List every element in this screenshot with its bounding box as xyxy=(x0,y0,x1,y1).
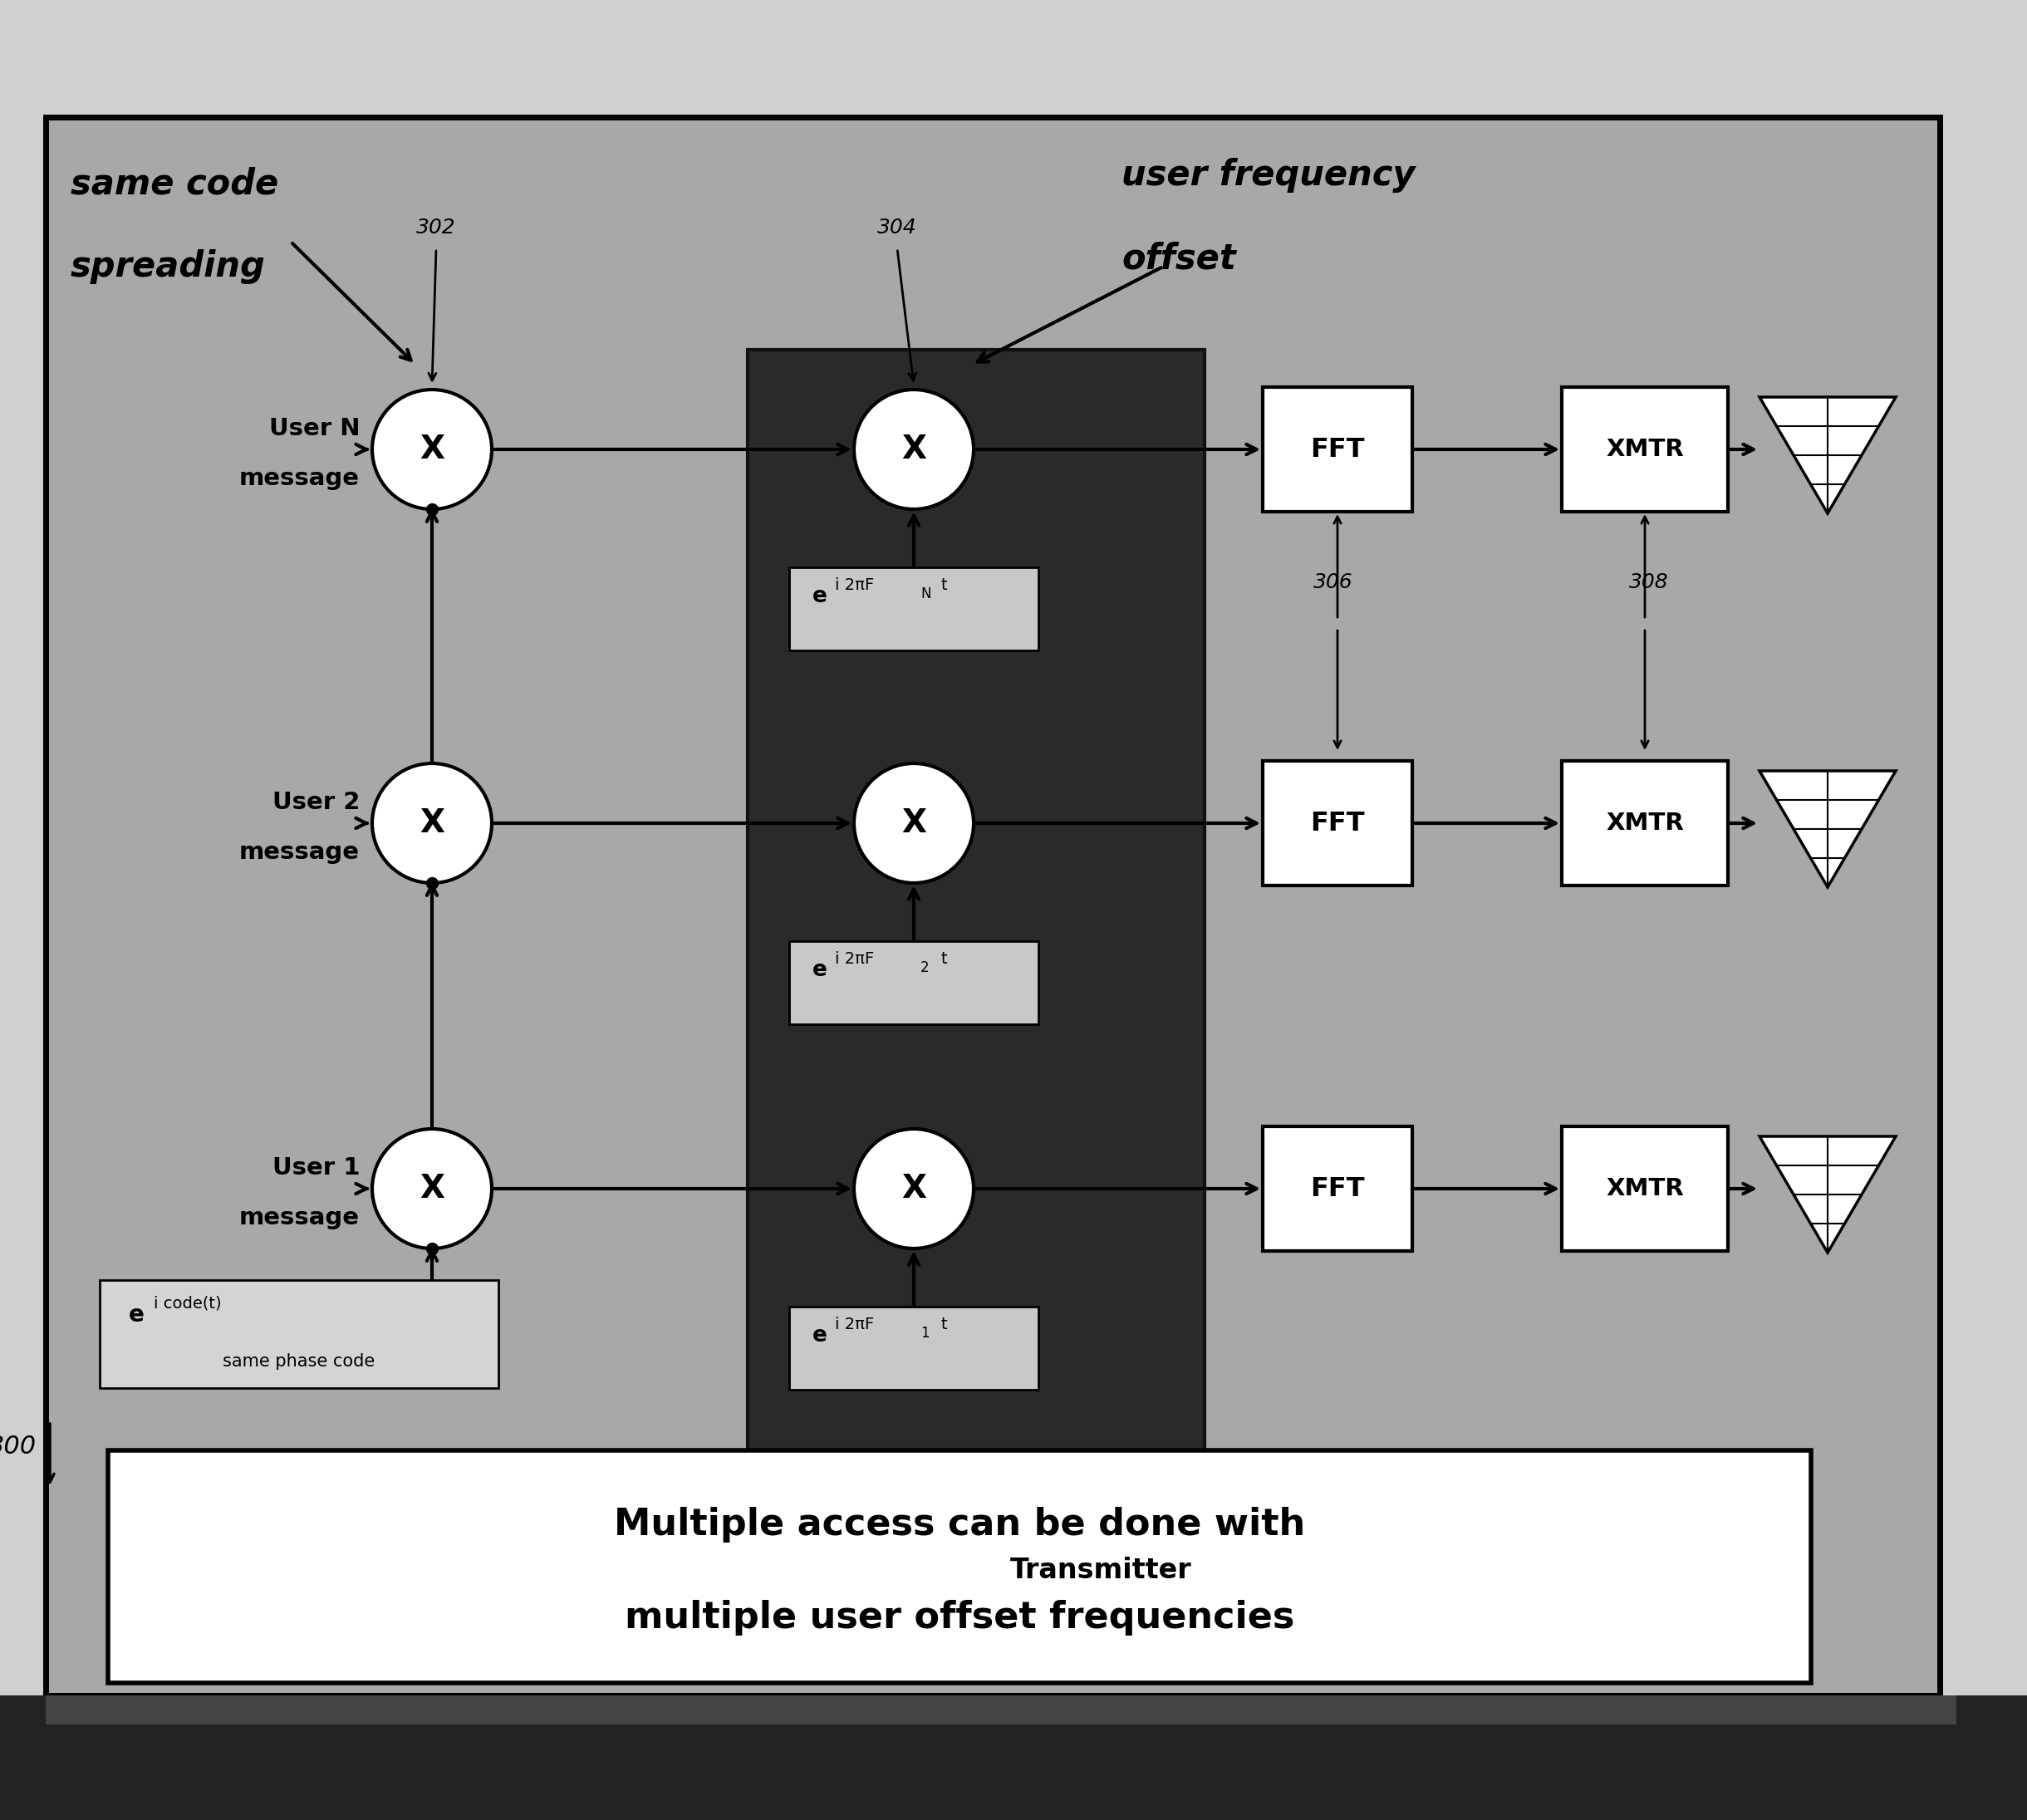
Text: XMTR: XMTR xyxy=(1605,812,1684,835)
Text: offset: offset xyxy=(1121,240,1236,277)
Polygon shape xyxy=(1759,1136,1895,1252)
Bar xyxy=(1263,761,1413,886)
Text: X: X xyxy=(902,808,926,839)
Bar xyxy=(748,349,1204,1529)
Bar xyxy=(47,116,1940,1696)
Text: FFT: FFT xyxy=(1309,1176,1364,1201)
Text: 306: 306 xyxy=(1313,571,1354,592)
Bar xyxy=(99,1279,499,1389)
Text: 300: 300 xyxy=(0,1434,36,1458)
Polygon shape xyxy=(1759,397,1895,513)
Text: multiple user offset frequencies: multiple user offset frequencies xyxy=(624,1600,1295,1636)
Bar xyxy=(0,1696,2027,1820)
Text: X: X xyxy=(420,1172,444,1205)
Bar xyxy=(1561,761,1727,886)
Text: Transmitter: Transmitter xyxy=(1009,1558,1192,1585)
Text: N: N xyxy=(920,586,930,601)
Text: 308: 308 xyxy=(1630,571,1668,592)
Text: FFT: FFT xyxy=(1309,437,1364,462)
Bar xyxy=(1561,1127,1727,1250)
Text: user frequency: user frequency xyxy=(1121,158,1415,193)
Text: spreading: spreading xyxy=(71,249,266,284)
Text: XMTR: XMTR xyxy=(1605,1178,1684,1201)
Text: 302: 302 xyxy=(416,218,456,238)
Text: i 2πF: i 2πF xyxy=(835,577,874,593)
Text: same phase code: same phase code xyxy=(223,1352,375,1370)
Text: t: t xyxy=(941,577,947,593)
Text: X: X xyxy=(902,433,926,466)
Text: e: e xyxy=(813,1325,827,1347)
Bar xyxy=(789,941,1038,1025)
Circle shape xyxy=(373,1128,493,1249)
Text: i code(t): i code(t) xyxy=(154,1296,221,1310)
Text: e: e xyxy=(130,1303,144,1327)
Text: 304: 304 xyxy=(878,218,916,238)
Text: t: t xyxy=(941,952,947,966)
Text: 1: 1 xyxy=(920,1325,928,1341)
Text: i 2πF: i 2πF xyxy=(835,1318,874,1332)
Text: same code: same code xyxy=(71,166,278,200)
Text: message: message xyxy=(239,1207,359,1228)
Bar xyxy=(1561,388,1727,511)
Text: User N: User N xyxy=(270,417,359,440)
Bar xyxy=(1263,388,1413,511)
Text: 2: 2 xyxy=(920,961,928,976)
Text: Multiple access can be done with: Multiple access can be done with xyxy=(614,1507,1305,1543)
Circle shape xyxy=(853,389,973,510)
Text: User 1: User 1 xyxy=(272,1156,359,1179)
Text: X: X xyxy=(420,433,444,466)
Bar xyxy=(789,1307,1038,1390)
Text: t: t xyxy=(941,1318,947,1332)
Circle shape xyxy=(373,763,493,883)
Circle shape xyxy=(853,763,973,883)
Text: message: message xyxy=(239,841,359,864)
Text: FFT: FFT xyxy=(1309,810,1364,835)
Bar xyxy=(47,1696,1956,1725)
Text: X: X xyxy=(420,808,444,839)
Text: message: message xyxy=(239,468,359,490)
Polygon shape xyxy=(1759,772,1895,886)
Bar xyxy=(789,568,1038,650)
Circle shape xyxy=(853,1128,973,1249)
Text: XMTR: XMTR xyxy=(1605,439,1684,460)
Text: e: e xyxy=(813,959,827,981)
Text: User 2: User 2 xyxy=(272,792,359,814)
Text: e: e xyxy=(813,586,827,608)
Bar xyxy=(1263,1127,1413,1250)
Circle shape xyxy=(373,389,493,510)
Text: i 2πF: i 2πF xyxy=(835,952,874,966)
Text: X: X xyxy=(902,1172,926,1205)
Bar xyxy=(107,1451,1810,1684)
